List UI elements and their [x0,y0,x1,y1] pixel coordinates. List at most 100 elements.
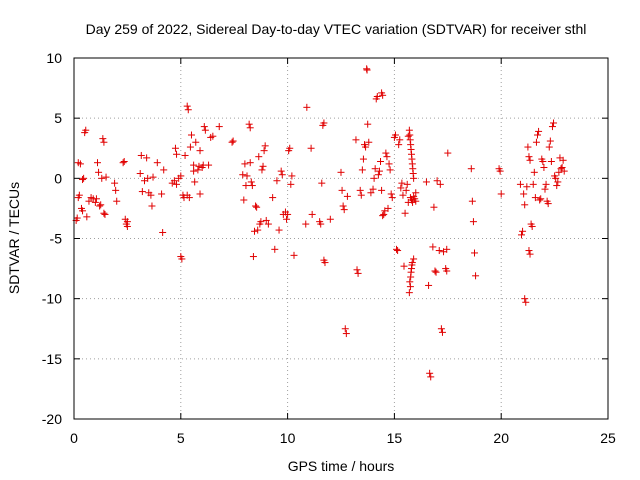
data-point [144,174,152,182]
data-point [170,177,178,185]
x-tick-labels: 0 5 10 15 20 25 [70,430,616,446]
data-point [76,160,84,168]
data-point [541,185,549,193]
data-point [91,198,99,206]
y-tick-label: -10 [42,291,62,307]
data-point [149,173,157,181]
data-point [397,184,405,192]
plot-frame [73,57,609,420]
data-point [427,373,435,381]
data-point [532,138,540,146]
data-point [321,259,329,267]
data-point [261,142,269,150]
data-point [93,159,101,167]
data-point [388,194,396,202]
data-point [362,143,370,151]
data-point [522,298,530,306]
data-point [302,220,310,228]
data-point [528,222,536,230]
data-point [99,135,107,143]
data-point [472,272,480,280]
data-point [101,210,109,218]
y-tick-label: -5 [50,231,63,247]
data-point [544,200,552,208]
data-point [240,196,248,204]
data-point [257,218,265,226]
data-point [255,153,263,161]
data-point [537,195,545,203]
data-point [363,66,371,74]
data-point [353,266,361,274]
data-point [359,155,367,163]
data-point [80,174,88,182]
data-point [412,189,420,197]
data-point [100,138,108,146]
data-point [242,182,250,190]
data-point [343,192,351,200]
data-point [471,249,478,257]
data-point [444,149,452,157]
data-point [393,245,401,253]
data-point [467,165,475,173]
data-point [371,165,379,173]
data-point [354,269,362,277]
data-point [123,218,131,226]
data-point [275,226,283,234]
data-point [432,268,440,276]
data-point [521,201,529,209]
data-point [377,157,385,165]
data-point [545,143,553,151]
data-point [112,186,120,194]
data-point [370,174,378,182]
data-point [339,202,347,210]
data-point [409,198,417,206]
data-point [406,283,414,291]
data-point [356,186,364,194]
data-point [550,119,558,127]
data-point [317,220,325,228]
data-point [205,161,213,169]
data-point [271,245,279,253]
data-point [383,153,391,161]
data-point [384,204,392,212]
data-point [525,153,533,161]
data-point [387,190,395,198]
data-point [187,131,195,139]
data-point [278,171,286,179]
data-point [402,186,410,194]
data-point [73,214,81,222]
y-tick-label: 10 [46,50,62,66]
data-point [95,168,103,176]
x-tick-label: 15 [387,430,403,446]
data-point [547,157,555,165]
data-point [153,159,161,167]
data-point [526,156,534,164]
y-tick-labels: 10 5 0 -5 -10 -15 -20 [42,50,62,427]
data-point [318,179,326,187]
data-point [531,194,539,202]
data-point [404,132,412,140]
data-point [308,210,316,218]
data-point [138,188,146,196]
data-point [79,207,87,215]
data-point [516,180,524,188]
data-point [181,151,189,159]
data-point [229,137,237,145]
data-point [403,180,411,188]
data-point [524,143,532,151]
data-point [196,147,204,155]
x-tick-label: 0 [70,430,78,446]
data-point [209,132,217,140]
data-point [178,255,186,263]
data-point [184,106,192,114]
data-point [307,144,315,152]
data-point [358,166,366,174]
data-point [542,180,550,188]
x-tick-label: 20 [493,430,509,446]
data-point [555,168,563,176]
data-point [243,172,251,180]
data-point [82,126,90,134]
data-point [405,289,413,297]
